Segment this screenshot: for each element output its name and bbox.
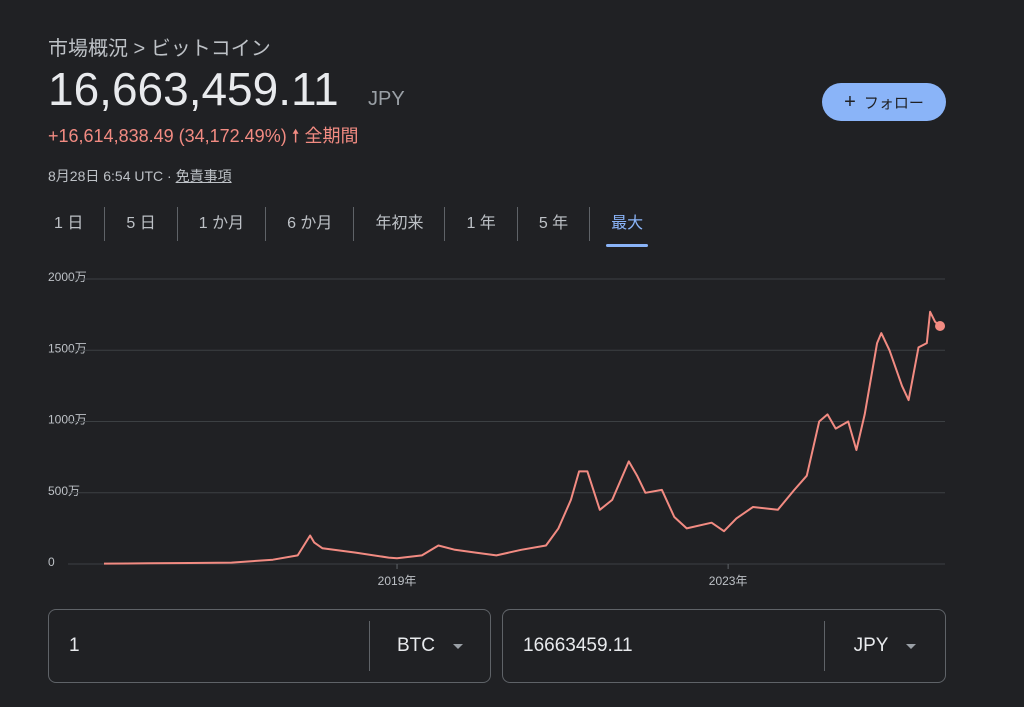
breadcrumb[interactable]: 市場概況 > ビットコイン [48, 38, 271, 60]
from-amount[interactable]: 1 [69, 635, 80, 656]
caret [453, 643, 463, 649]
range-tab[interactable]: 最大 [589, 207, 664, 247]
caret [906, 643, 917, 649]
to-unit-select[interactable]: JPY [824, 621, 945, 671]
y-tick-label: 0 [48, 555, 55, 569]
y-tick-label: 2000万 [48, 270, 87, 284]
x-tick-label: 2023年 [709, 574, 748, 588]
follow-label: フォロー [863, 94, 924, 112]
plus-icon: + [844, 90, 856, 113]
timestamp-row: 8月28日 6:54 UTC · 免責事項 [48, 166, 232, 186]
follow-button[interactable]: + フォロー [822, 83, 946, 121]
range-tab[interactable]: 1 年 [444, 207, 516, 241]
price: 16,663,459.11 [48, 63, 339, 115]
range-tab[interactable]: 1 か月 [176, 207, 265, 241]
from-field[interactable]: 1 BTC [48, 609, 491, 683]
currency: JPY [368, 88, 405, 110]
period: 全期間 [304, 126, 359, 146]
range-tab[interactable]: 5 年 [516, 207, 589, 241]
from-unit-select[interactable]: BTC [369, 621, 490, 671]
up-arrow: 🠕 [291, 126, 300, 146]
chart: 0 500万 1000万 1500万 2000万 2019年 2023年 [48, 270, 946, 588]
last-point [935, 321, 946, 332]
to-field[interactable]: 16663459.11 JPY [502, 609, 946, 683]
disclaimer-link[interactable]: 免責事項 [175, 168, 232, 184]
change: +16,614,838.49 (34,172.49%) 🠕 全期間 [48, 122, 358, 154]
price-line [103, 310, 941, 565]
range-tab[interactable]: 6 か月 [265, 207, 353, 241]
range-tab[interactable]: 年初来 [353, 207, 444, 241]
to-amount[interactable]: 16663459.11 [523, 635, 633, 656]
range-tab[interactable]: 1 日 [54, 215, 84, 232]
range-tab[interactable]: 5 日 [104, 207, 176, 241]
y-tick-label: 1000万 [48, 413, 87, 427]
x-tick-label: 2019年 [378, 574, 417, 588]
from-unit: BTC [397, 635, 435, 656]
y-tick-label: 1500万 [48, 341, 87, 355]
timestamp: 8月28日 6:54 UTC · [48, 168, 176, 184]
to-unit: JPY [853, 635, 889, 656]
change-value: +16,614,838.49 (34,172.49%) [48, 126, 287, 146]
y-tick-label: 500万 [48, 484, 80, 498]
